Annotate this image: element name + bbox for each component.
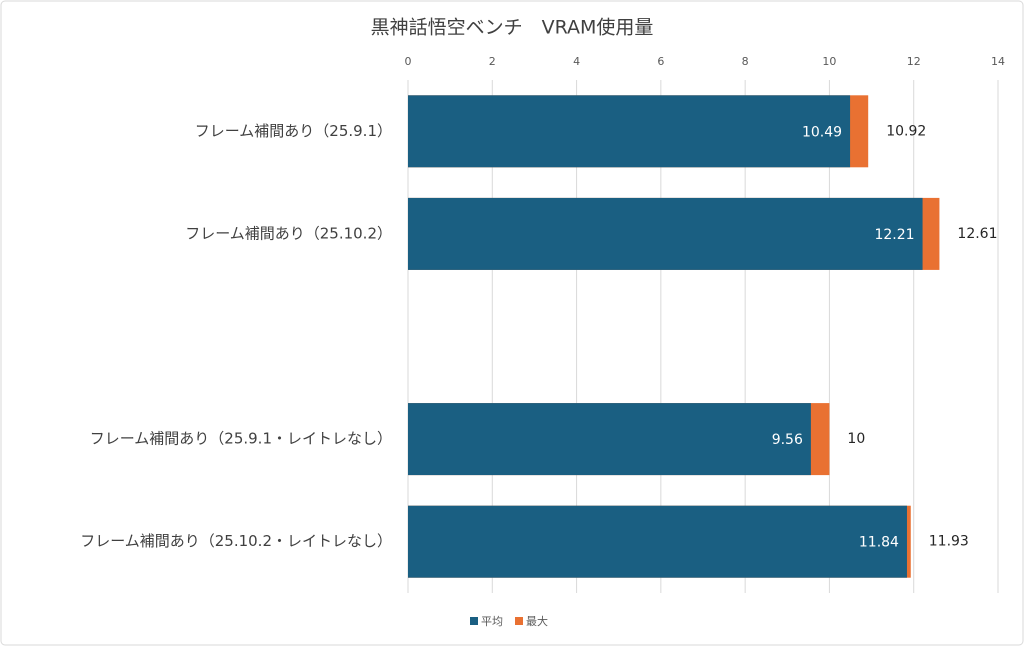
y-tick-label: フレーム補間あり（25.10.2・レイトレなし） (80, 532, 392, 550)
legend-swatch (515, 617, 523, 625)
y-tick-label: フレーム補間あり（25.9.1・レイトレなし） (90, 430, 392, 448)
value-label: 11.84 (859, 535, 899, 551)
value-label: 10 (847, 431, 865, 447)
y-tick-label: フレーム補間あり（25.9.1） (195, 122, 392, 140)
x-tick-label: 2 (489, 55, 496, 68)
x-tick-label: 10 (822, 55, 836, 68)
x-tick-label: 4 (573, 55, 580, 68)
x-tick-label: 8 (742, 55, 749, 68)
bar (408, 197, 923, 270)
legend-label: 最大 (526, 614, 548, 628)
legend-label: 平均 (481, 615, 503, 628)
y-tick-label: フレーム補間あり（25.10.2） (185, 224, 392, 242)
value-label: 10.49 (802, 124, 842, 140)
x-tick-label: 12 (907, 55, 921, 68)
x-tick-label: 6 (657, 55, 664, 68)
value-label: 12.61 (957, 226, 997, 242)
x-tick-label: 14 (991, 55, 1005, 68)
x-tick-label: 0 (405, 55, 412, 68)
bar (408, 95, 851, 168)
value-label: 10.92 (886, 123, 926, 139)
chart-title: 黒神話悟空ベンチ VRAM使用量 (371, 17, 654, 39)
bar (408, 403, 811, 476)
value-label: 12.21 (874, 227, 914, 243)
bar (408, 505, 907, 578)
value-label: 9.56 (772, 432, 803, 448)
value-label: 11.93 (929, 534, 969, 550)
legend-swatch (470, 617, 478, 625)
